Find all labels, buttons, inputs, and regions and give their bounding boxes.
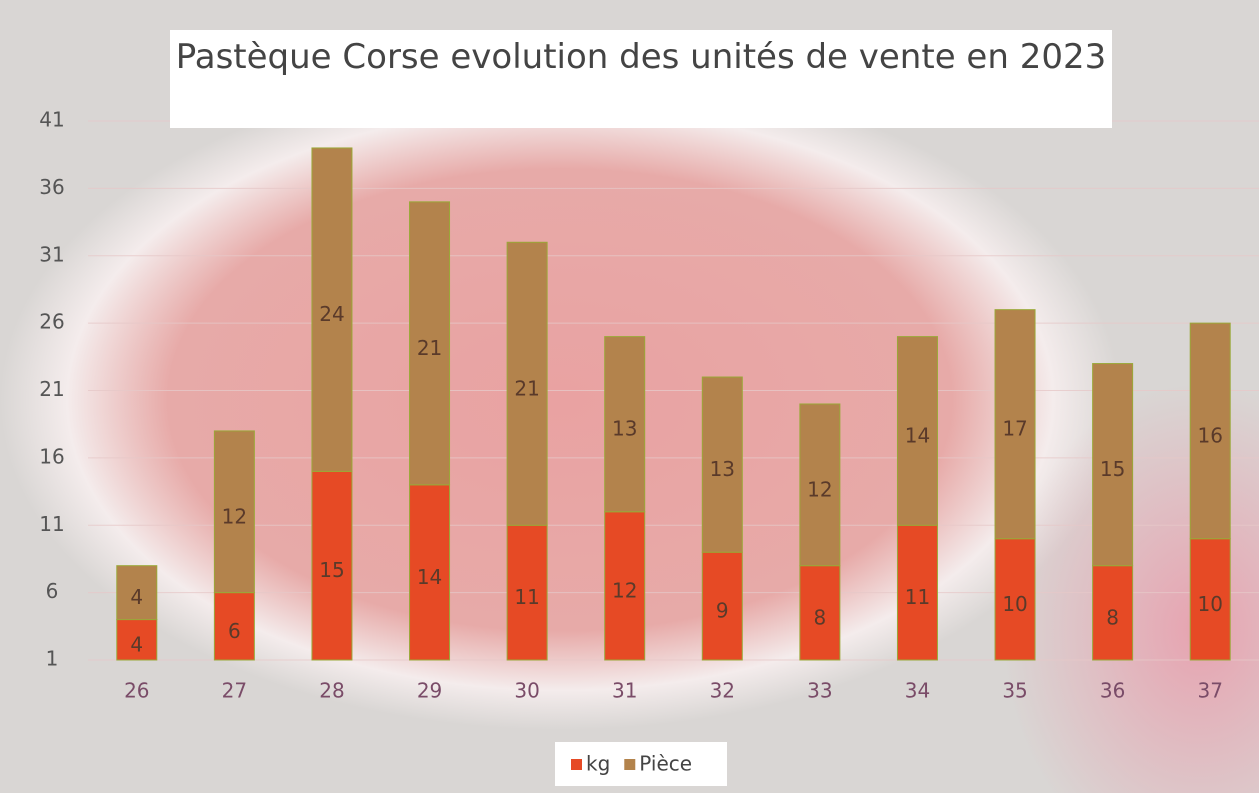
x-tick-label: 35: [1002, 679, 1027, 703]
bar-segment: [116, 565, 158, 621]
x-tick-label: 33: [807, 679, 832, 703]
data-label: 13: [612, 417, 637, 441]
bar-segment: [604, 511, 646, 661]
legend-label: kg: [586, 752, 610, 776]
y-tick-label: 41: [39, 108, 64, 132]
x-tick-label: 28: [319, 679, 344, 703]
y-tick-label: 36: [39, 175, 64, 199]
data-label: 16: [1197, 423, 1222, 447]
data-label: 6: [228, 619, 241, 643]
data-label: 8: [814, 605, 827, 629]
bar-segment: [701, 376, 743, 553]
legend-swatch: [624, 759, 636, 770]
data-label: 8: [1106, 605, 1119, 629]
x-tick-label: 37: [1197, 679, 1222, 703]
data-label: 21: [417, 336, 442, 360]
y-tick-label: 31: [39, 242, 64, 266]
bar-segment: [604, 336, 646, 513]
bar-segment: [994, 309, 1036, 540]
chart-title: Pastèque Corse evolution des unités de v…: [170, 30, 1112, 128]
bar-segment: [409, 484, 451, 661]
bar-segment: [896, 524, 938, 661]
x-tick-label: 27: [222, 679, 247, 703]
data-label: 10: [1002, 592, 1027, 616]
bar-segment: [994, 538, 1036, 661]
data-label: 15: [319, 558, 344, 582]
bar-segment: [1092, 363, 1134, 567]
data-label: 21: [514, 376, 539, 400]
data-label: 10: [1197, 592, 1222, 616]
bar-segment: [1092, 565, 1134, 661]
y-tick-label: 6: [46, 579, 59, 603]
data-label: 13: [710, 457, 735, 481]
bar-segment: [506, 524, 548, 661]
x-tick-label: 30: [514, 679, 539, 703]
bar-segment: [311, 470, 353, 661]
data-label: 14: [905, 423, 930, 447]
y-tick-label: 26: [39, 310, 64, 334]
bar-segment: [116, 619, 158, 661]
bar-segment: [506, 241, 548, 526]
data-label: 12: [807, 477, 832, 501]
bar-segment: [213, 430, 255, 594]
data-label: 15: [1100, 457, 1125, 481]
bar-segment: [799, 403, 841, 567]
data-label: 12: [612, 578, 637, 602]
legend-swatch: [571, 759, 582, 770]
data-label: 12: [222, 504, 247, 528]
data-label: 9: [716, 599, 729, 623]
y-tick-label: 21: [39, 377, 64, 401]
bar-segment: [896, 336, 938, 526]
data-label: 11: [905, 585, 930, 609]
x-tick-label: 32: [710, 679, 735, 703]
y-tick-label: 11: [39, 512, 64, 536]
x-tick-label: 31: [612, 679, 637, 703]
legend-label: Pièce: [639, 752, 692, 776]
bar-segment: [1189, 322, 1231, 540]
data-label: 11: [514, 585, 539, 609]
x-tick-label: 26: [124, 679, 149, 703]
bar-segment: [213, 592, 255, 661]
legend-box: [555, 742, 727, 786]
x-tick-label: 36: [1100, 679, 1125, 703]
data-label: 24: [319, 302, 344, 326]
bar-segment: [409, 201, 451, 486]
bar-segment: [1189, 538, 1231, 661]
x-tick-label: 29: [417, 679, 442, 703]
data-label: 17: [1002, 417, 1027, 441]
data-label: 4: [130, 632, 143, 656]
x-tick-label: 34: [905, 679, 930, 703]
data-label: 14: [417, 565, 442, 589]
bar-segment: [311, 147, 353, 472]
y-tick-label: 1: [46, 647, 59, 671]
y-tick-label: 16: [39, 444, 64, 468]
data-label: 4: [130, 585, 143, 609]
